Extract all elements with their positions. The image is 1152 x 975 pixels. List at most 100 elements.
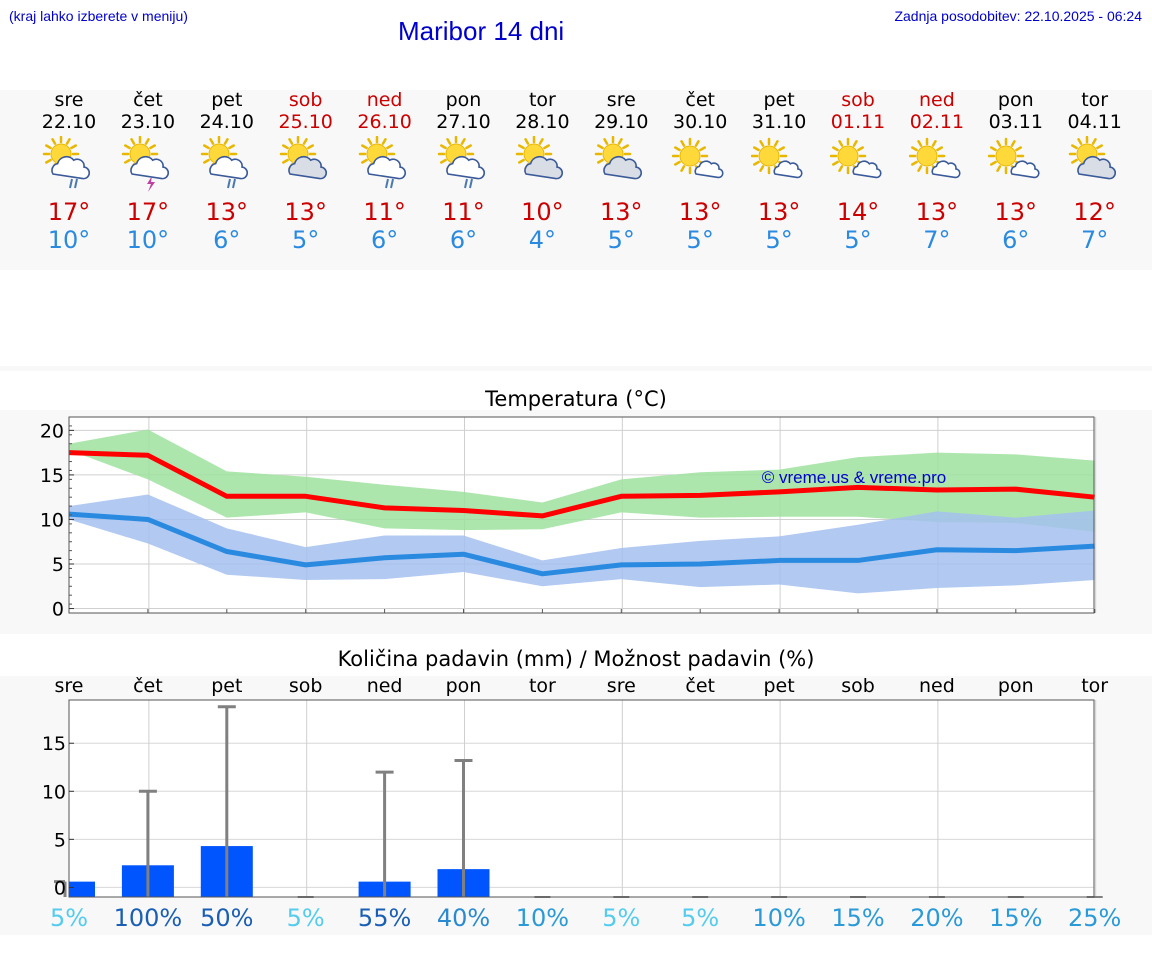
- day-name: ned: [366, 89, 403, 111]
- precip-day-label: čet: [685, 675, 715, 697]
- day-max-temp: 13°: [994, 198, 1038, 226]
- day-date: 22.10: [41, 111, 97, 133]
- y-tick-label: 10: [40, 509, 64, 531]
- day-min-temp: 4°: [528, 226, 557, 254]
- location-hint[interactable]: (kraj lahko izberete v meniju): [9, 8, 188, 24]
- y-tick-label: 15: [42, 733, 66, 755]
- page-title: Maribor 14 dni: [398, 16, 565, 46]
- precip-day-label: sob: [841, 675, 875, 697]
- sun-cloud-rain-icon: [200, 136, 248, 189]
- last-updated: Zadnja posodobitev: 22.10.2025 - 06:24: [894, 8, 1142, 24]
- precip-probability: 10%: [515, 904, 570, 932]
- temperature-chart: 0 5 10 15 20 © vreme.us & vreme.pro: [40, 416, 1097, 621]
- precip-probability: 5%: [49, 904, 89, 932]
- day-min-temp: 5°: [607, 226, 635, 254]
- y-tick-label: 10: [42, 781, 66, 803]
- day-max-temp: 13°: [284, 198, 327, 226]
- sun-cloud-rain-icon: [358, 136, 406, 189]
- day-name: sre: [54, 89, 84, 111]
- day-max-temp: 13°: [600, 198, 643, 226]
- precip-probability: 5%: [602, 904, 641, 932]
- day-min-temp: 5°: [686, 226, 714, 254]
- day-min-temp: 6°: [370, 226, 399, 254]
- watermark: © vreme.us & vreme.pro: [762, 468, 946, 487]
- day-date: 28.10: [515, 111, 570, 133]
- sun-small-cloud-icon: [987, 137, 1040, 179]
- day-max-temp: 11°: [442, 198, 485, 226]
- day-name: tor: [528, 89, 556, 111]
- y-tick-label: 0: [52, 599, 64, 621]
- day-date: 02.11: [909, 111, 965, 133]
- day-max-temp: 13°: [757, 198, 801, 226]
- day-date: 04.11: [1067, 111, 1122, 133]
- y-tick-label: 5: [54, 829, 66, 851]
- precip-day-label: pet: [763, 675, 795, 697]
- sun-small-cloud-icon: [908, 137, 961, 179]
- day-name: sob: [288, 89, 323, 111]
- precip-day-label: sre: [606, 675, 636, 697]
- precip-day-label: pet: [211, 675, 243, 697]
- precip-day-label: ned: [918, 675, 955, 697]
- precip-day-label: sob: [288, 675, 323, 697]
- day-min-temp: 10°: [47, 226, 91, 254]
- sun-small-cloud-icon: [830, 137, 882, 179]
- divider: [0, 366, 1152, 371]
- day-min-temp: 5°: [844, 226, 872, 254]
- day-date: 27.10: [436, 111, 491, 133]
- precip-probability: 50%: [200, 904, 254, 932]
- sun-cloud-rain-icon: [42, 136, 91, 189]
- day-max-temp: 13°: [678, 198, 722, 226]
- sun-cloud-icon: [1068, 136, 1116, 180]
- precip-day-label: sre: [54, 675, 84, 697]
- precipitation-bar: [69, 881, 95, 897]
- day-max-temp: 17°: [126, 198, 170, 226]
- y-tick-label: 20: [40, 420, 64, 442]
- precipitation-chart-title: Količina padavin (mm) / Možnost padavin …: [337, 647, 815, 671]
- sun-cloud-rain-icon: [437, 136, 485, 189]
- max-temperature-line: [68, 450, 1095, 519]
- day-name: pon: [997, 89, 1034, 111]
- day-date: 24.10: [199, 111, 254, 133]
- precip-probability: 55%: [357, 904, 412, 932]
- precip-day-label: čet: [133, 675, 163, 697]
- day-name: pon: [445, 89, 482, 111]
- day-max-temp: 17°: [47, 198, 91, 226]
- day-min-temp: 7°: [923, 226, 951, 254]
- precip-probability: 25%: [1068, 904, 1122, 932]
- day-date: 25.10: [278, 111, 333, 133]
- day-date: 01.11: [830, 111, 886, 133]
- precip-day-label: pon: [445, 675, 482, 697]
- day-name: pet: [211, 89, 243, 111]
- day-name: čet: [133, 89, 163, 111]
- day-max-temp: 14°: [836, 198, 880, 226]
- day-name: tor: [1081, 89, 1109, 111]
- precip-day-label: pon: [997, 675, 1034, 697]
- day-max-temp: 12°: [1073, 198, 1116, 226]
- precip-probability: 15%: [989, 904, 1043, 932]
- min-range-band: [69, 494, 1095, 594]
- day-date: 03.11: [988, 111, 1043, 133]
- precip-probability: 100%: [113, 904, 183, 932]
- day-name: sre: [606, 89, 636, 111]
- day-name: sob: [841, 89, 875, 111]
- day-max-temp: 11°: [363, 198, 406, 226]
- max-range-band: [69, 429, 1095, 532]
- day-min-temp: 6°: [449, 226, 478, 254]
- precip-probability: 20%: [910, 904, 964, 932]
- precip-probability: 5%: [681, 904, 720, 932]
- precipitation-chart: 0 5 10 15: [42, 699, 1103, 899]
- precip-probability: 5%: [286, 904, 325, 932]
- day-min-temp: 6°: [213, 226, 241, 254]
- min-temperature-line: [68, 511, 1095, 577]
- y-tick-label: 15: [40, 465, 64, 487]
- day-date: 23.10: [120, 111, 176, 133]
- day-date: 29.10: [594, 111, 649, 133]
- day-max-temp: 10°: [521, 198, 564, 226]
- day-max-temp: 13°: [915, 198, 959, 226]
- day-name: čet: [685, 89, 715, 111]
- sun-cloud-icon: [279, 136, 327, 180]
- day-name: pet: [763, 89, 795, 111]
- day-min-temp: 5°: [765, 226, 793, 254]
- day-min-temp: 7°: [1081, 226, 1109, 254]
- temperature-chart-title: Temperatura (°C): [485, 387, 667, 411]
